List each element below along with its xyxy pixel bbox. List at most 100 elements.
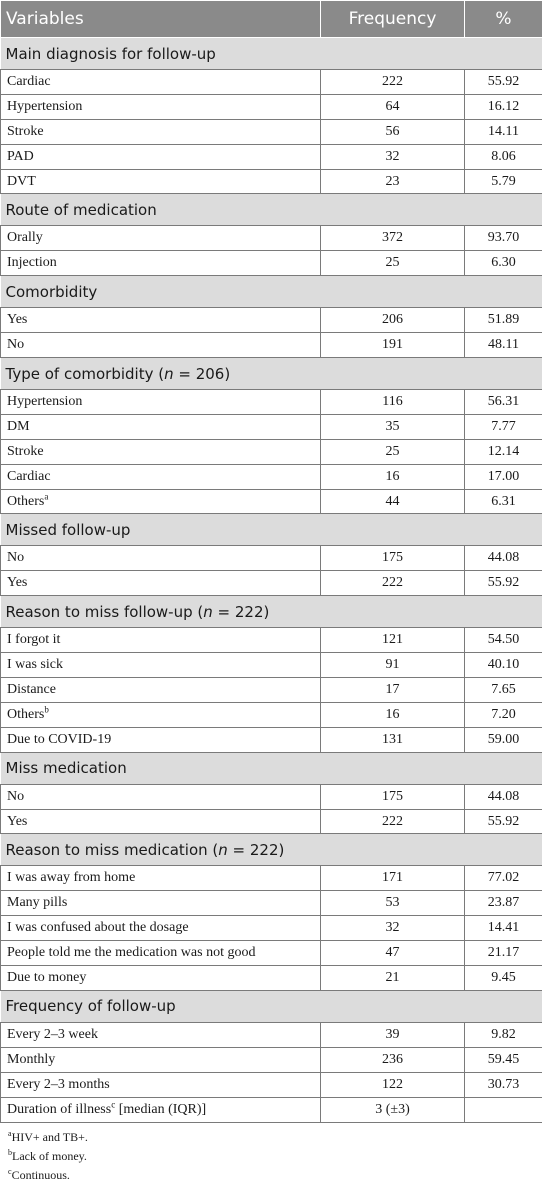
cell-frequency: 222 (321, 70, 465, 95)
cell-variable: Monthly (1, 1047, 321, 1072)
cell-frequency: 16 (321, 702, 465, 727)
cell-variable: Due to COVID-19 (1, 727, 321, 752)
cell-percent: 54.50 (465, 628, 542, 653)
cell-variable: Duration of illnessc [median (IQR)] (1, 1097, 321, 1122)
cell-frequency: 32 (321, 144, 465, 169)
cell-frequency: 16 (321, 464, 465, 489)
cell-frequency: 3 (±3) (321, 1097, 465, 1122)
cell-frequency: 175 (321, 784, 465, 809)
cell-frequency: 32 (321, 916, 465, 941)
cell-percent: 6.30 (465, 251, 542, 276)
cell-variable: Due to money (1, 966, 321, 991)
section-title: Missed follow-up (1, 514, 542, 546)
cell-frequency: 131 (321, 727, 465, 752)
cell-percent: 44.08 (465, 784, 542, 809)
cell-percent: 55.92 (465, 70, 542, 95)
cell-frequency: 35 (321, 414, 465, 439)
section-header-row: Type of comorbidity (n = 206) (1, 358, 542, 390)
footnotes: aHIV+ and TB+. bLack of money. cContinuo… (8, 1128, 88, 1185)
footnote-a: aHIV+ and TB+. (8, 1128, 88, 1147)
cell-frequency: 25 (321, 439, 465, 464)
section-header-row: Missed follow-up (1, 514, 542, 546)
cell-percent: 14.41 (465, 916, 542, 941)
cell-variable: Stroke (1, 119, 321, 144)
cell-percent: 23.87 (465, 891, 542, 916)
section-header-row: Frequency of follow-up (1, 990, 542, 1022)
cell-percent: 55.92 (465, 809, 542, 834)
section-title: Main diagnosis for follow-up (1, 38, 542, 70)
cell-percent: 44.08 (465, 546, 542, 571)
cell-variable: Yes (1, 571, 321, 596)
cell-variable: Many pills (1, 891, 321, 916)
cell-frequency: 222 (321, 809, 465, 834)
cell-percent: 59.45 (465, 1047, 542, 1072)
header-percent: % (465, 1, 542, 38)
cell-percent (465, 1097, 542, 1122)
table-row: Duration of illnessc [median (IQR)]3 (±3… (1, 1097, 542, 1122)
cell-variable: Cardiac (1, 70, 321, 95)
cell-variable: Yes (1, 308, 321, 333)
cell-frequency: 171 (321, 866, 465, 891)
footnote-c: cContinuous. (8, 1166, 88, 1185)
frequency-table: Variables Frequency % Main diagnosis for… (0, 0, 542, 1123)
section-title: Type of comorbidity (n = 206) (1, 358, 542, 390)
cell-variable: No (1, 333, 321, 358)
cell-percent: 59.00 (465, 727, 542, 752)
cell-variable: Injection (1, 251, 321, 276)
cell-percent: 7.77 (465, 414, 542, 439)
cell-variable: Othersb (1, 702, 321, 727)
cell-variable: DM (1, 414, 321, 439)
cell-variable: Every 2–3 week (1, 1022, 321, 1047)
cell-variable: DVT (1, 169, 321, 194)
cell-frequency: 372 (321, 226, 465, 251)
cell-percent: 9.45 (465, 966, 542, 991)
cell-variable: Hypertension (1, 390, 321, 415)
section-title: Reason to miss medication (n = 222) (1, 834, 542, 866)
cell-variable: No (1, 784, 321, 809)
cell-percent: 6.31 (465, 489, 542, 514)
section-title: Reason to miss follow-up (n = 222) (1, 596, 542, 628)
cell-frequency: 53 (321, 891, 465, 916)
cell-percent: 7.20 (465, 702, 542, 727)
cell-frequency: 222 (321, 571, 465, 596)
cell-frequency: 25 (321, 251, 465, 276)
cell-variable: Distance (1, 678, 321, 703)
header-variables: Variables (1, 1, 321, 38)
section-header-row: Main diagnosis for follow-up (1, 38, 542, 70)
cell-frequency: 64 (321, 94, 465, 119)
section-header-row: Reason to miss follow-up (n = 222) (1, 596, 542, 628)
cell-variable: I forgot it (1, 628, 321, 653)
cell-percent: 9.82 (465, 1022, 542, 1047)
cell-percent: 5.79 (465, 169, 542, 194)
cell-frequency: 56 (321, 119, 465, 144)
cell-frequency: 236 (321, 1047, 465, 1072)
table-row: People told me the medication was not go… (1, 941, 542, 966)
cell-frequency: 23 (321, 169, 465, 194)
cell-variable: People told me the medication was not go… (1, 941, 321, 966)
cell-frequency: 191 (321, 333, 465, 358)
cell-variable: PAD (1, 144, 321, 169)
cell-variable: Hypertension (1, 94, 321, 119)
